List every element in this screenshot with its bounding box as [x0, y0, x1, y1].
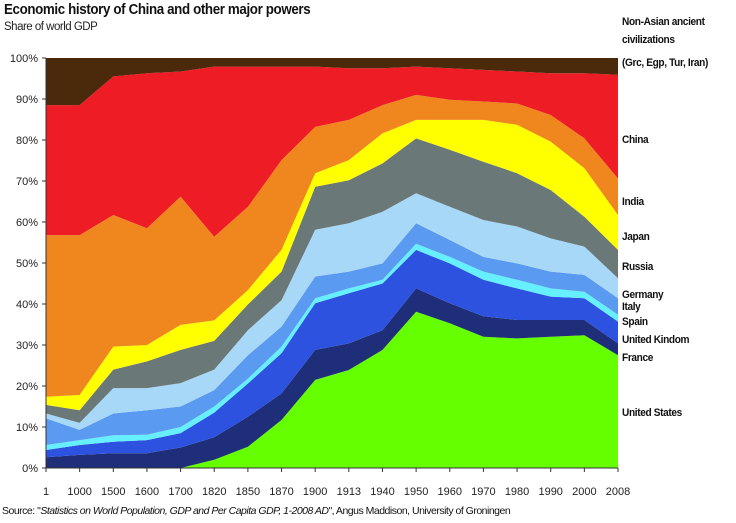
label-uk: United Kindom: [622, 334, 690, 346]
x-tick-label: 1850: [236, 486, 260, 498]
x-tick-label: 1000: [67, 486, 91, 498]
label-germany: Germany: [622, 289, 664, 301]
y-tick-label: 60%: [16, 217, 38, 229]
source-title: Statistics on World Population, GDP and …: [40, 505, 329, 517]
chart-title: Economic history of China and other majo…: [4, 2, 311, 18]
x-tick-label: 1500: [101, 486, 125, 498]
area-italy: [46, 223, 618, 445]
y-tick-label: 50%: [16, 258, 38, 270]
x-tick-label: 1600: [135, 486, 159, 498]
area-france: [46, 288, 618, 468]
x-tick-label: 2008: [606, 486, 630, 498]
label-us: United States: [622, 407, 682, 419]
source-prefix: Source: ": [2, 505, 41, 517]
area-russia: [46, 138, 618, 423]
y-tick-label: 90%: [16, 94, 38, 106]
y-tick-label: 20%: [16, 381, 38, 393]
y-tick-label: 70%: [16, 176, 38, 188]
x-tick-label: 1990: [538, 486, 562, 498]
x-tick-label: 1970: [471, 486, 495, 498]
x-tick-label: 1960: [438, 486, 462, 498]
label-spain: Spain: [622, 316, 648, 328]
label-china: China: [622, 134, 649, 146]
y-tick-label: 30%: [16, 340, 38, 352]
area-china: [46, 66, 618, 237]
x-tick-label: 1870: [269, 486, 293, 498]
area-layers: [46, 58, 618, 468]
label-italy: Italy: [622, 301, 641, 313]
x-tick-label: 1913: [337, 486, 361, 498]
label-russia: Russia: [622, 261, 653, 273]
area-germany: [46, 193, 618, 430]
source-note: Source: "Statistics on World Population,…: [2, 505, 511, 517]
y-tick-label: 80%: [16, 135, 38, 147]
axes: 0% 10% 20% 30% 40% 50% 60% 70% 80% 90% 100% 1 1000 15…: [10, 53, 630, 498]
area-non-asian: [46, 58, 618, 106]
x-tick-label: 1700: [168, 486, 192, 498]
label-india: India: [622, 196, 644, 208]
label-non-asian-line1: Non-Asian ancient: [622, 16, 705, 28]
label-non-asian-line3: (Grc, Egp, Tur, Iran): [622, 57, 708, 69]
x-tick-label: 1980: [505, 486, 529, 498]
x-tick-label: 1900: [303, 486, 327, 498]
label-japan: Japan: [622, 231, 650, 243]
y-tick-label: 10%: [16, 422, 38, 434]
chart-subtitle: Share of world GDP: [4, 21, 98, 33]
y-tick-label: 40%: [16, 299, 38, 311]
x-tick-label: 2000: [572, 486, 596, 498]
label-non-asian-line2: civilizations: [622, 34, 675, 46]
area-united: [46, 311, 618, 468]
x-tick-label: 1: [43, 486, 49, 498]
label-france: France: [622, 352, 653, 364]
area-japan: [46, 119, 618, 411]
area-india: [46, 94, 618, 397]
x-tick-label: 1940: [370, 486, 394, 498]
area-united: [46, 249, 618, 458]
y-tick-label: 0%: [22, 463, 38, 475]
x-tick-label: 1820: [202, 486, 226, 498]
source-suffix: ", Angus Maddison, University of Groning…: [328, 505, 511, 517]
y-tick-label: 100%: [10, 53, 38, 65]
x-tick-label: 1950: [404, 486, 428, 498]
